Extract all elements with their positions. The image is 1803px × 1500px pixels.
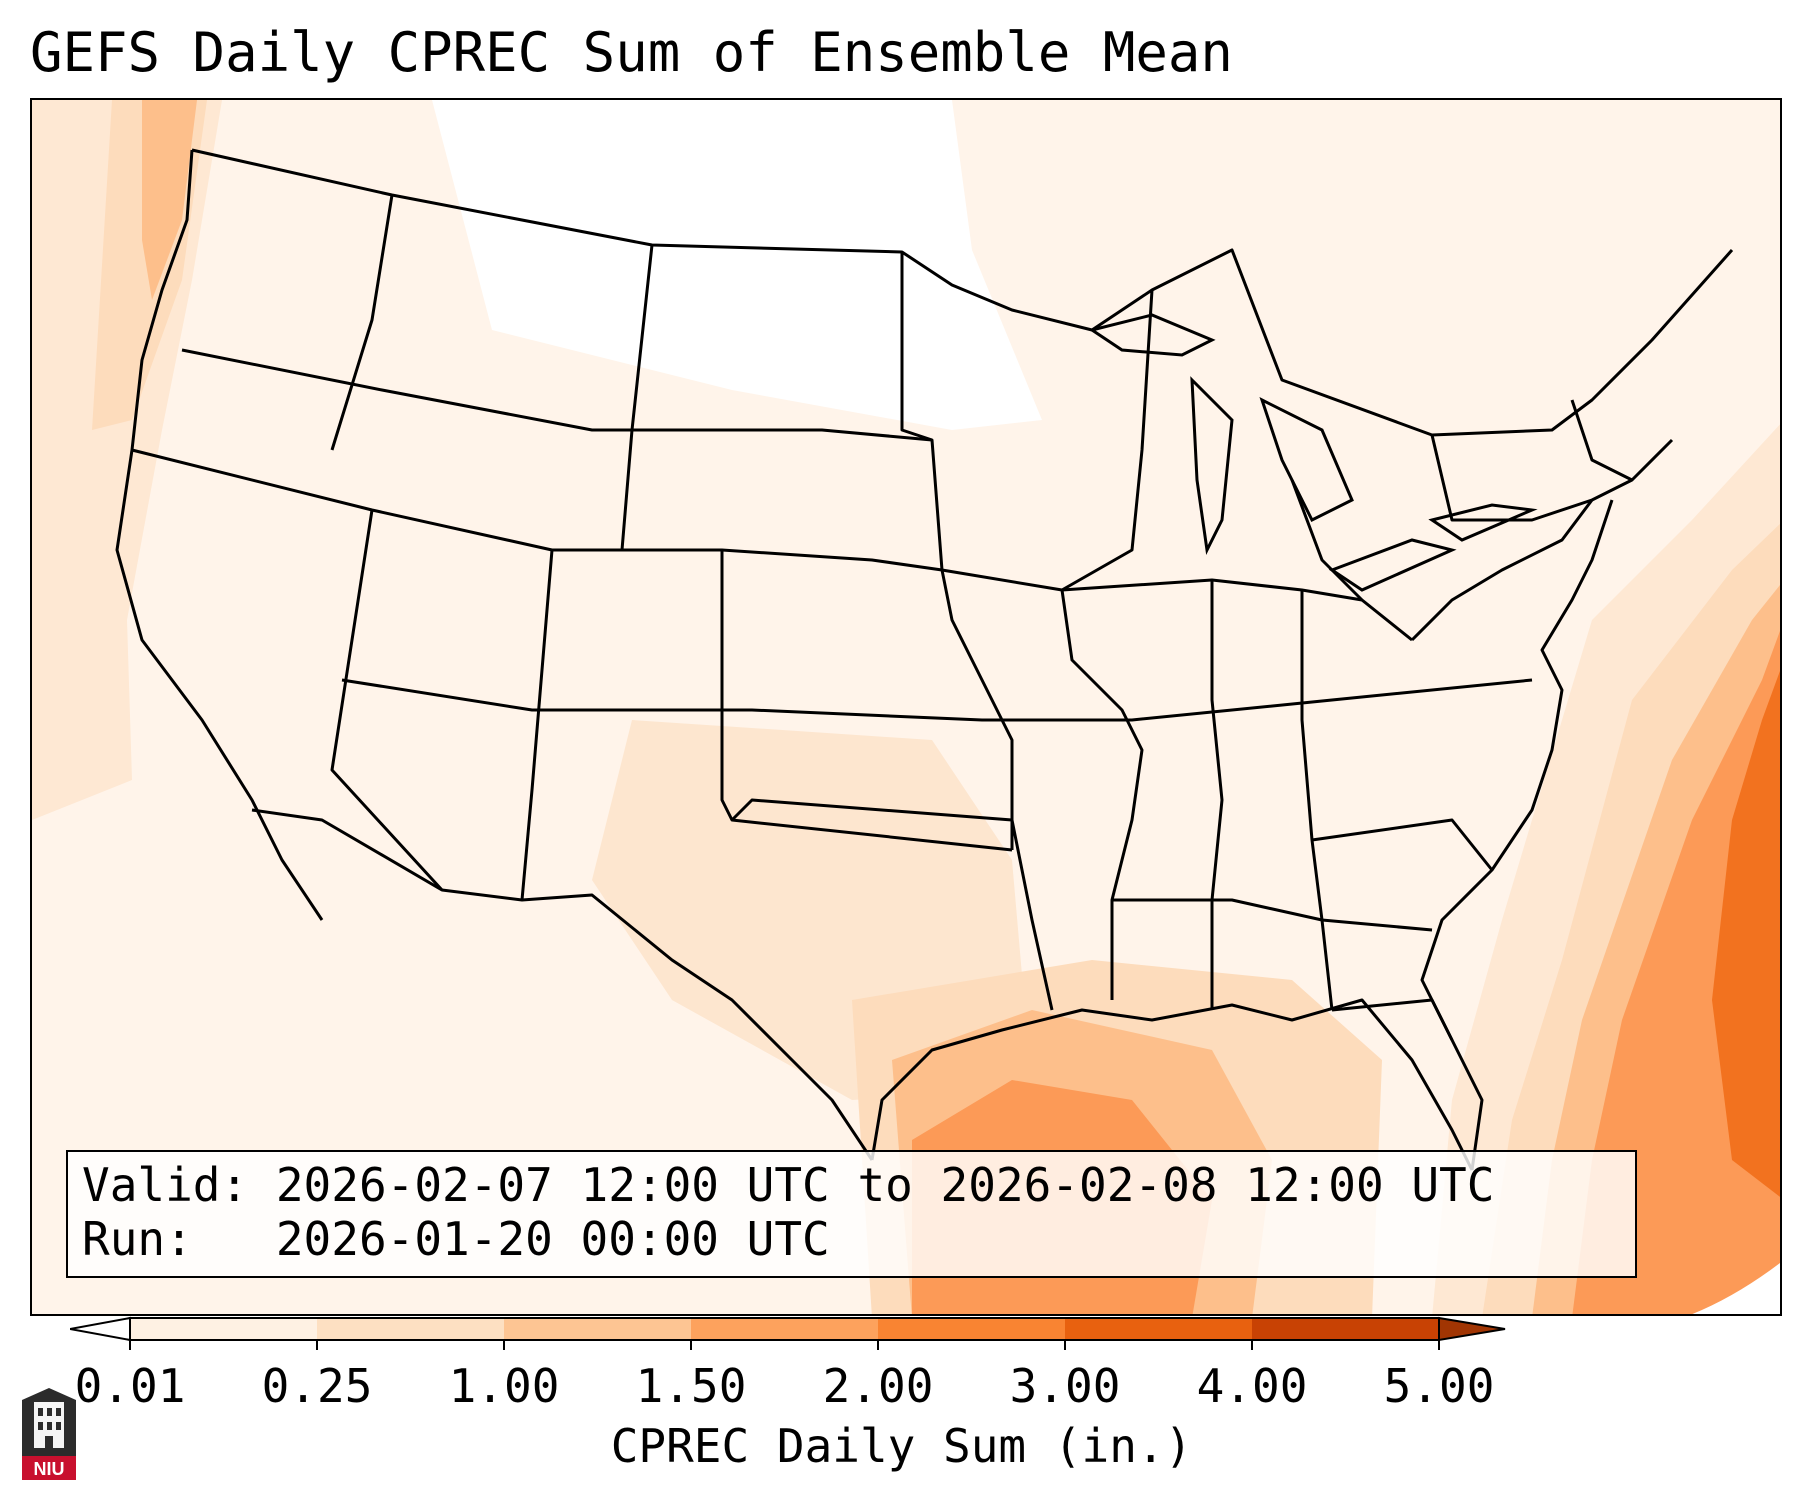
colorbar-tick-label: 5.00 [1383,1359,1495,1413]
colorbar-ticks [129,1340,1440,1350]
valid-time-text: Valid: 2026-02-07 12:00 UTC to 2026-02-0… [82,1158,1495,1212]
chart-title: GEFS Daily CPREC Sum of Ensemble Mean [30,21,1233,84]
colorbar [70,1316,1506,1350]
colorbar-tick-label: 0.01 [74,1359,186,1413]
valid-time-box: Valid: 2026-02-07 12:00 UTC to 2026-02-0… [66,1150,1637,1278]
great-lakes [1088,313,1538,592]
logo-text: NIU [34,1459,65,1479]
colorbar-segment [691,1318,878,1340]
precip-atlantic-orange [1572,630,1780,1314]
colorbar-segment [1065,1318,1252,1340]
colorbar-outline [129,1317,1440,1341]
political-borders [115,148,1734,1171]
colorbar-segment [878,1318,1065,1340]
precip-map [32,100,1780,1314]
map-edge-corner [1692,1263,1780,1314]
colorbar-tick-label: 0.25 [261,1359,373,1413]
niu-logo: NIU [22,1388,76,1480]
precip-pacific-medium [142,100,197,300]
colorbar-tick-label: 1.00 [448,1359,560,1413]
colorbar-segment [504,1318,691,1340]
colorbar-label: CPREC Daily Sum (in.) [610,1419,1193,1473]
colorbar-segment [317,1318,504,1340]
precip-atlantic-dark [1712,670,1780,1197]
colorbar-under-arrow [70,1316,131,1342]
colorbar-tick-label: 4.00 [1196,1359,1308,1413]
run-time-text: Run: 2026-01-20 00:00 UTC [82,1212,830,1266]
dry-area-north [432,100,1042,430]
logo-banner [22,1456,76,1480]
colorbar-tick-label: 3.00 [1009,1359,1121,1413]
colorbar-over-arrow [1438,1316,1506,1342]
colorbar-tick-label: 2.00 [822,1359,934,1413]
colorbar-segment [1252,1318,1439,1340]
colorbar-tick-label: 1.50 [635,1359,747,1413]
colorbar-segment [130,1318,317,1340]
colorbar-segments [70,1316,1506,1342]
map-panel [30,98,1782,1316]
